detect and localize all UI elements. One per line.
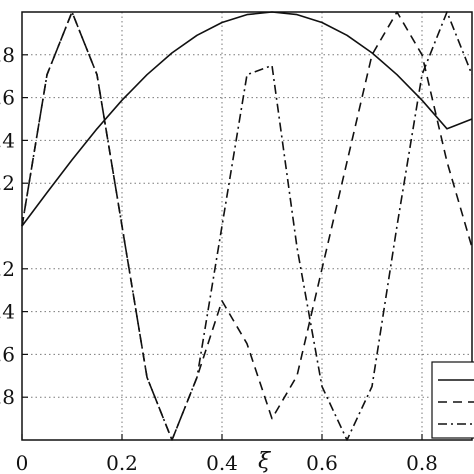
series-line-2 bbox=[21, 11, 473, 441]
series-group bbox=[21, 11, 473, 441]
series-line-3 bbox=[21, 11, 473, 441]
x-tick-label: 0.4 bbox=[206, 451, 238, 474]
x-tick-label: 0.2 bbox=[106, 451, 138, 474]
x-tick-label: 0 bbox=[16, 451, 29, 474]
grid bbox=[21, 12, 472, 440]
ticks: 0 0.2 0.4 0.6 0.8 0.8 0.6 0.4 0.2 -0.2 -0.4 -0.6 -0.… bbox=[0, 43, 438, 474]
y-tick-label: -0.8 bbox=[0, 385, 15, 409]
x-axis-label: ξ bbox=[258, 449, 272, 474]
y-tick-label: 0.6 bbox=[0, 86, 15, 110]
x-tick-label: 0.8 bbox=[406, 451, 438, 474]
x-tick-label: 0.6 bbox=[306, 451, 338, 474]
y-tick-label: 0.4 bbox=[0, 128, 15, 152]
plot-frame bbox=[21, 11, 473, 441]
y-tick-label: 0.2 bbox=[0, 171, 15, 195]
series-line-1 bbox=[21, 11, 473, 227]
legend-box bbox=[431, 361, 474, 439]
y-tick-label: -0.4 bbox=[0, 300, 15, 324]
y-tick-label: 0.8 bbox=[0, 43, 15, 67]
y-tick-label: -0.2 bbox=[0, 257, 15, 281]
legend bbox=[431, 361, 474, 439]
y-tick-label: -0.6 bbox=[0, 342, 15, 366]
